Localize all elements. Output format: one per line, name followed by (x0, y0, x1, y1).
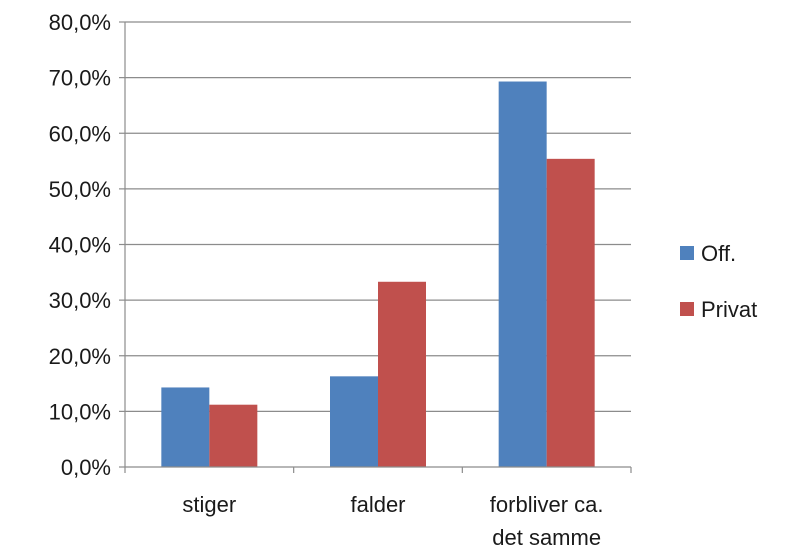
y-tick-label: 80,0% (49, 10, 111, 35)
y-tick-label: 60,0% (49, 121, 111, 146)
y-tick-label: 20,0% (49, 344, 111, 369)
bar-privat-0 (209, 404, 258, 467)
y-tick-label: 40,0% (49, 233, 111, 258)
axes (119, 21, 632, 473)
y-tick-label: 10,0% (49, 399, 111, 424)
y-tick-label: 50,0% (49, 177, 111, 202)
bar-privat-2 (546, 158, 595, 467)
legend-swatch (680, 246, 694, 260)
y-tick-label: 30,0% (49, 288, 111, 313)
bar-off-2 (498, 81, 547, 468)
bar-privat-1 (378, 281, 426, 467)
y-tick-label: 70,0% (49, 66, 111, 91)
bar-off-1 (330, 376, 378, 467)
y-tick-labels: 0,0% 10,0% 20,0% 30,0% 40,0% 50,0% 60,0% 70,0% 8… (49, 10, 111, 480)
x-category-label: stiger (182, 492, 236, 517)
x-category-label: falder (350, 492, 405, 517)
bar-off-0 (161, 387, 210, 467)
legend: Off. Privat (680, 241, 757, 322)
x-category-label: det samme (492, 525, 601, 550)
y-tick-label: 0,0% (61, 455, 111, 480)
bars (161, 81, 595, 468)
legend-swatch (680, 302, 694, 316)
x-category-label: forbliver ca. (490, 492, 604, 517)
legend-label: Privat (701, 297, 757, 322)
x-category-labels: stiger falder forbliver ca. det samme (182, 492, 603, 550)
legend-label: Off. (701, 241, 736, 266)
